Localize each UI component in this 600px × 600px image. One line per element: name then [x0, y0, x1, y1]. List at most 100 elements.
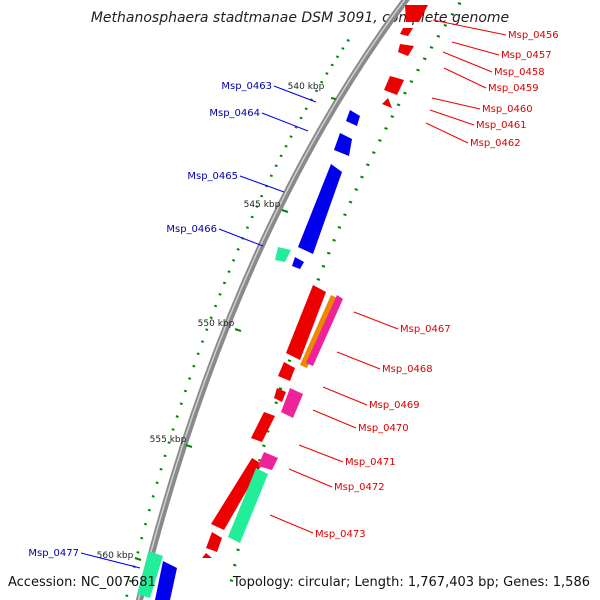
gene-label[interactable]: Msp_0458 [494, 67, 545, 78]
other-features [137, 247, 343, 598]
gene-feature[interactable] [398, 44, 414, 56]
gene-feature[interactable] [400, 28, 413, 36]
minor-tick [183, 389, 188, 393]
label-leader [322, 386, 368, 406]
label-leader [443, 67, 487, 89]
minor-tick [341, 47, 345, 50]
minor-tick [284, 144, 288, 148]
gene-feature[interactable] [258, 452, 278, 470]
minor-tick [332, 238, 336, 242]
minor-tick [196, 352, 200, 356]
label-leader [298, 444, 344, 463]
gene-feature[interactable] [251, 412, 275, 442]
gene-feature[interactable] [206, 532, 222, 552]
summary-text: Topology: circular; Length: 1,767,403 bp… [232, 575, 590, 590]
minor-tick [396, 103, 401, 107]
gene-feature[interactable] [334, 133, 352, 156]
tick-mark [234, 328, 242, 332]
gene-feature[interactable] [382, 98, 392, 108]
gene-label[interactable]: Msp_0472 [334, 482, 385, 493]
gene-feature[interactable] [278, 362, 295, 381]
tick-mark [185, 444, 193, 448]
minor-tick [289, 135, 293, 139]
gene-label[interactable]: Msp_0466 [166, 224, 217, 235]
minor-tick [171, 428, 175, 431]
tick-label: 540 kbp [288, 82, 325, 92]
genome-backbone [135, 0, 410, 600]
gene-label[interactable]: Msp_0468 [382, 364, 433, 375]
gene-label[interactable]: Msp_0464 [209, 108, 260, 119]
tick-ring-inner [125, 39, 350, 598]
minor-tick [326, 251, 331, 255]
gene-label[interactable]: Msp_0462 [470, 138, 521, 149]
gene-feature[interactable] [202, 553, 212, 558]
label-leader [273, 85, 317, 103]
minor-tick [416, 68, 420, 72]
gene-label[interactable]: Msp_0463 [221, 81, 272, 92]
reverse-gene-labels: Msp_0456 Msp_0457 Msp_0458 Msp_0459 Msp_… [269, 19, 559, 540]
tick-mark [281, 209, 289, 213]
minor-tick [330, 63, 334, 67]
gene-label[interactable]: Msp_0457 [501, 50, 552, 61]
gene-label[interactable]: Msp_0470 [358, 423, 409, 434]
tick-label: 560 kbp [97, 551, 134, 561]
gene-label[interactable]: Msp_0477 [28, 548, 79, 559]
gene-feature[interactable] [405, 5, 428, 22]
gene-feature[interactable] [275, 247, 291, 262]
minor-tick [457, 2, 462, 5]
gene-label[interactable]: Msp_0471 [345, 457, 396, 468]
minor-tick [128, 579, 133, 583]
gene-feature[interactable] [211, 458, 262, 530]
gene-feature[interactable] [281, 388, 303, 418]
gene-feature[interactable] [298, 164, 342, 254]
minor-tick [205, 328, 209, 332]
gene-label[interactable]: Msp_0473 [315, 529, 366, 540]
gene-feature[interactable] [137, 551, 163, 598]
minor-tick [346, 39, 350, 42]
gene-feature[interactable] [155, 561, 177, 600]
gene-feature[interactable] [292, 257, 304, 269]
minor-tick [125, 594, 129, 598]
gene-feature[interactable] [274, 388, 286, 402]
minor-tick [213, 304, 218, 308]
label-leader [269, 514, 314, 534]
minor-tick [255, 205, 259, 208]
label-leader [288, 468, 333, 488]
label-leader [218, 228, 264, 247]
minor-tick [279, 154, 283, 158]
gene-label[interactable]: Msp_0460 [482, 104, 533, 115]
label-leader [425, 122, 469, 144]
gene-feature[interactable] [286, 285, 326, 360]
gene-label[interactable]: Msp_0465 [187, 171, 238, 182]
gene-feature[interactable] [306, 295, 343, 366]
minor-tick [229, 579, 234, 582]
gene-feature[interactable] [300, 295, 337, 368]
gene-label[interactable]: Msp_0469 [369, 400, 420, 411]
minor-tick [409, 80, 414, 84]
minor-tick [429, 45, 434, 49]
minor-tick [218, 293, 222, 296]
minor-tick [378, 138, 382, 142]
minor-tick [294, 125, 298, 129]
minor-tick [136, 550, 140, 554]
label-leader [442, 51, 493, 73]
gene-label[interactable]: Msp_0467 [400, 324, 451, 335]
minor-tick [227, 270, 231, 273]
minor-tick [450, 12, 455, 16]
gene-feature[interactable] [228, 468, 268, 543]
minor-tick [232, 563, 237, 567]
gene-label[interactable]: Msp_0461 [476, 120, 527, 131]
gene-feature[interactable] [346, 110, 360, 126]
gene-label[interactable]: Msp_0459 [488, 83, 539, 94]
minor-tick [222, 281, 227, 285]
minor-tick [422, 57, 427, 61]
minor-tick [325, 72, 329, 75]
gene-label[interactable]: Msp_0456 [508, 30, 559, 41]
label-leader [353, 311, 399, 330]
forward-strand-features [155, 110, 360, 600]
minor-tick [314, 89, 319, 93]
gene-feature[interactable] [384, 76, 404, 95]
minor-tick [147, 508, 151, 512]
tick-label: 545 kbp [244, 200, 281, 210]
scale-ticks: 540 kbp 545 kbp 550 kbp 555 kbp 560 kbp [97, 82, 337, 561]
